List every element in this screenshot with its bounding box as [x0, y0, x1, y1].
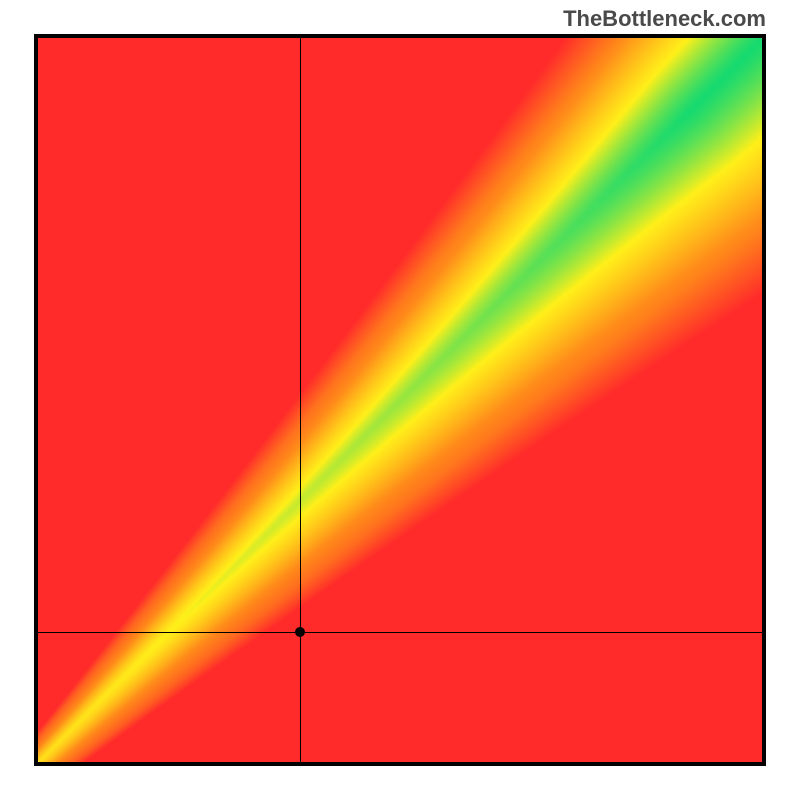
crosshair-vertical — [300, 38, 301, 762]
crosshair-horizontal — [38, 632, 762, 633]
heatmap-canvas — [38, 38, 762, 762]
watermark-text: TheBottleneck.com — [563, 6, 766, 32]
marker-dot — [295, 627, 305, 637]
plot-area — [34, 34, 766, 766]
